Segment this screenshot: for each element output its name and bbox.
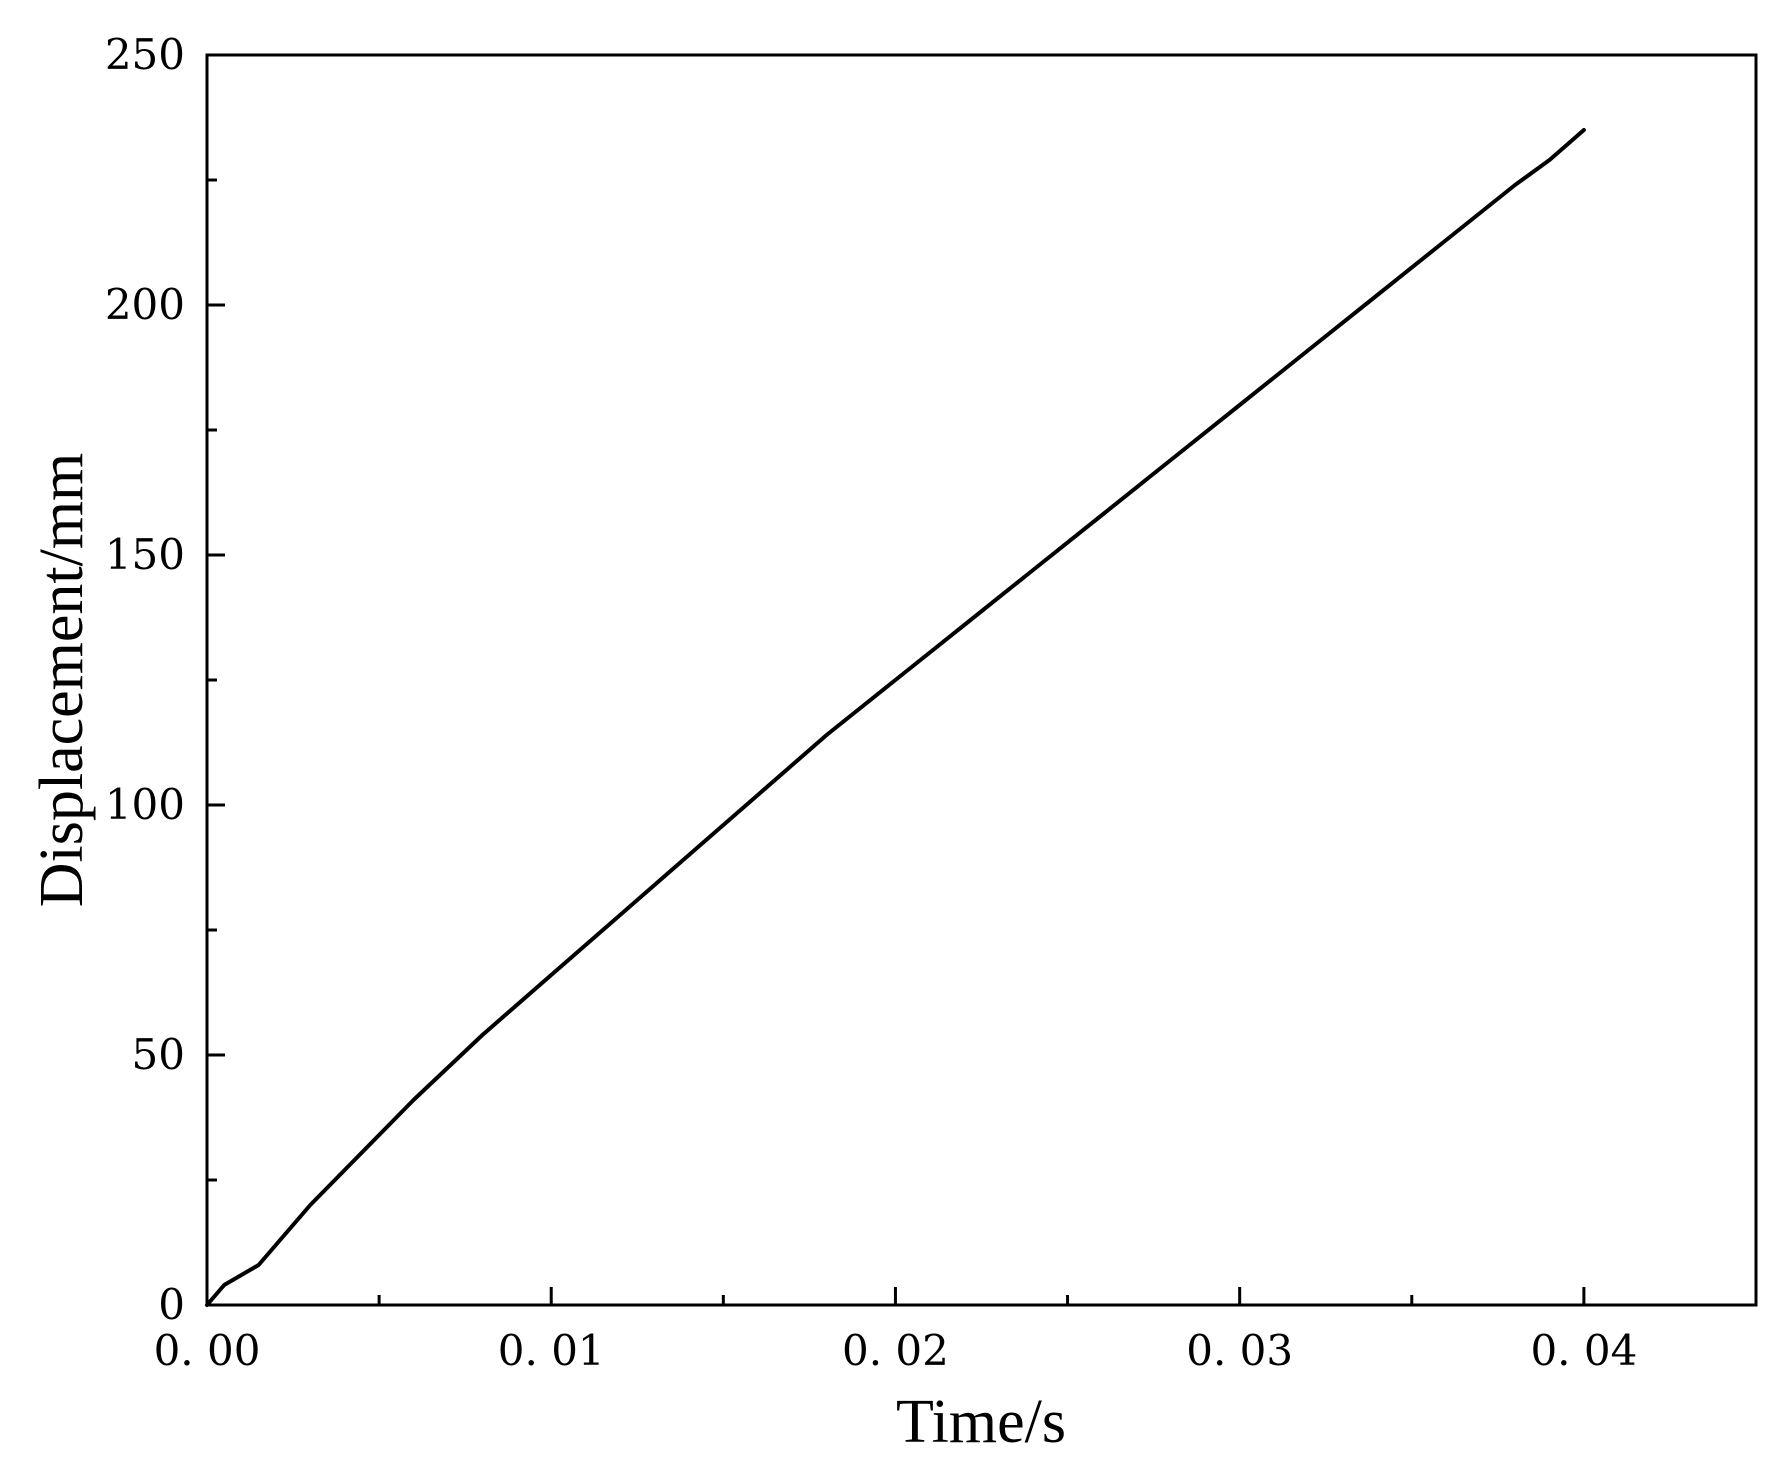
x-tick-label: 0. 02 — [842, 1326, 949, 1375]
y-tick-label: 100 — [105, 780, 185, 829]
x-axis-title: Time/s — [896, 1388, 1066, 1456]
x-axis-tick-labels: 0. 00 0. 01 0. 02 0. 03 0. 04 — [154, 1326, 1638, 1375]
series-layer — [205, 128, 1586, 1307]
y-tick-label: 250 — [105, 30, 185, 79]
x-tick-label: 0. 01 — [498, 1326, 605, 1375]
x-tick-label: 0. 03 — [1186, 1326, 1293, 1375]
y-axis-tick-labels: 0 50 100 150 200 250 — [105, 30, 185, 1329]
plot-frame — [205, 53, 1758, 1307]
y-tick-label: 150 — [105, 530, 185, 579]
y-tick-label: 50 — [132, 1030, 185, 1079]
x-axis-ticks — [205, 1287, 1586, 1305]
x-tick-label: 0. 04 — [1530, 1326, 1637, 1375]
y-axis-title: Displacement/mm — [28, 453, 96, 908]
x-tick-label: 0. 00 — [154, 1326, 261, 1375]
y-axis-ticks — [207, 53, 225, 1307]
y-tick-label: 200 — [105, 280, 185, 329]
y-tick-label: 0 — [158, 1280, 185, 1329]
displacement-line — [205, 128, 1586, 1307]
